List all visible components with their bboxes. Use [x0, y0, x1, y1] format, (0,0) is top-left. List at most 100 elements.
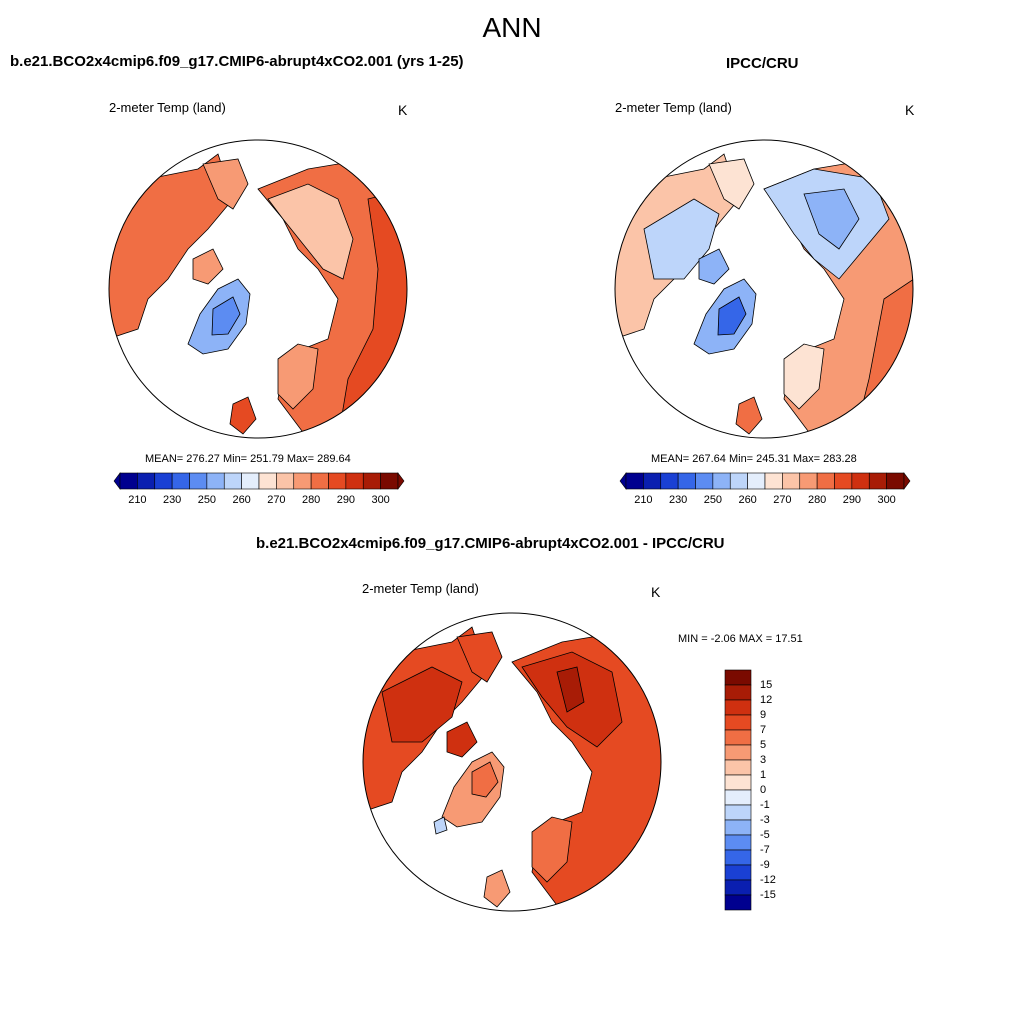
colorbar-swatch: [724, 744, 752, 761]
colorbar-swatch: [380, 472, 399, 490]
colorbar-tick-label: 270: [773, 494, 792, 506]
colorbar-tick-label: 290: [842, 494, 862, 506]
figure-title: ANN: [482, 12, 542, 43]
colorbar-swatch: [724, 864, 752, 881]
colorbar-tick-label: -15: [760, 889, 776, 901]
panel-3-stats: MIN = -2.06 MAX = 17.51: [678, 633, 803, 645]
arctic-islands: [446, 721, 478, 758]
colorbar-swatch: [724, 669, 752, 686]
panel-3-polar-map: [362, 612, 662, 912]
colorbar-tick-label: 250: [703, 494, 723, 506]
greenland-core: [471, 761, 499, 798]
colorbar-swatch: [747, 472, 766, 490]
colorbar-swatch: [328, 472, 347, 490]
colorbar-swatch: [171, 472, 190, 490]
colorbar-swatch: [625, 472, 644, 490]
greenland-cold-spot: [433, 816, 448, 835]
colorbar-tick-label: -5: [760, 829, 770, 841]
colorbar-swatch: [695, 472, 714, 490]
colorbar-swatch: [362, 472, 381, 490]
colorbar-tick-label: 15: [760, 679, 773, 691]
colorbar-swatch: [724, 834, 752, 851]
colorbar-tick-label: -3: [760, 814, 770, 826]
panel-2-title: IPCC/CRU: [726, 55, 799, 72]
panel-1-variable: 2-meter Temp (land): [109, 100, 226, 115]
colorbar-swatch: [724, 774, 752, 791]
colorbar-tick-label: 280: [807, 494, 827, 506]
scandinavia-land: [783, 343, 825, 410]
north-america-deep: [381, 666, 463, 743]
colorbar-tick-label: 1: [760, 769, 767, 781]
colorbar-tick-label: 300: [877, 494, 896, 506]
colorbar-swatch: [868, 472, 887, 490]
panel-3-title: b.e21.BCO2x4cmip6.f09_g17.CMIP6-abrupt4x…: [256, 535, 725, 552]
colorbar-swatch: [834, 472, 853, 490]
panel-1-polar-map: [108, 139, 408, 439]
colorbar-swatch: [886, 472, 905, 490]
greenland-core: [717, 296, 747, 336]
colorbar-swatch: [851, 472, 870, 490]
panel-1-colorbar-labels: 210 230 250 260 270 280 290 300: [114, 494, 404, 508]
colorbar-swatch: [764, 472, 783, 490]
panel-3-variable: 2-meter Temp (land): [362, 581, 479, 596]
panel-3-units: K: [651, 584, 661, 600]
colorbar-tick-label: 260: [232, 494, 251, 506]
colorbar-tick-label: 270: [267, 494, 286, 506]
colorbar-tick-label: -1: [760, 799, 770, 811]
alaska-land: [708, 158, 755, 210]
greenland-core: [211, 296, 241, 336]
panel-2-units: K: [905, 102, 915, 118]
colorbar-arrow-high: [397, 472, 405, 490]
colorbar-arrow-high: [903, 472, 911, 490]
colorbar-swatch: [310, 472, 329, 490]
uk-land: [483, 869, 511, 908]
north-america-land: [109, 153, 234, 340]
colorbar-tick-label: 12: [760, 694, 773, 706]
colorbar-swatch: [724, 684, 752, 701]
colorbar-tick-label: 5: [760, 739, 767, 751]
colorbar-swatch: [724, 849, 752, 866]
panel-2-stats: MEAN= 267.64 Min= 245.31 Max= 283.28: [651, 453, 857, 465]
panel-2-polar-map: [614, 139, 914, 439]
colorbar-tick-label: 9: [760, 709, 767, 721]
scandinavia-land: [277, 343, 319, 410]
colorbar-swatch: [724, 819, 752, 836]
panel-1-title: b.e21.BCO2x4cmip6.f09_g17.CMIP6-abrupt4x…: [10, 53, 464, 70]
scandinavia-land: [531, 816, 573, 883]
colorbar-swatch: [258, 472, 277, 490]
colorbar-swatch: [729, 472, 748, 490]
colorbar-swatch: [724, 714, 752, 731]
arctic-islands: [698, 248, 730, 285]
colorbar-swatch: [724, 729, 752, 746]
colorbar-swatch: [724, 789, 752, 806]
colorbar-swatch: [154, 472, 173, 490]
panel-1-stats: MEAN= 276.27 Min= 251.79 Max= 289.64: [145, 453, 351, 465]
colorbar-tick-label: 300: [371, 494, 390, 506]
colorbar-swatch: [724, 879, 752, 896]
panel-2-colorbar: [619, 472, 911, 490]
panel-2-colorbar-labels: 210 230 250 260 270 280 290 300: [620, 494, 910, 508]
colorbar-tick-label: 210: [634, 494, 653, 506]
colorbar-swatch: [677, 472, 696, 490]
colorbar-swatch: [724, 699, 752, 716]
colorbar-swatch: [724, 804, 752, 821]
colorbar-tick-label: -9: [760, 859, 770, 871]
panel-1-colorbar: [113, 472, 405, 490]
colorbar-tick-label: -12: [760, 874, 776, 886]
colorbar-tick-label: 260: [738, 494, 757, 506]
colorbar-swatch: [782, 472, 801, 490]
colorbar-tick-label: -7: [760, 844, 770, 856]
colorbar-swatch: [799, 472, 818, 490]
colorbar-swatch: [660, 472, 679, 490]
siberia-hot: [556, 666, 585, 713]
colorbar-swatch: [137, 472, 156, 490]
colorbar-swatch: [293, 472, 312, 490]
colorbar-swatch: [724, 894, 752, 911]
colorbar-swatch: [643, 472, 662, 490]
panel-3-colorbar: [724, 669, 752, 911]
colorbar-swatch: [223, 472, 242, 490]
colorbar-swatch: [119, 472, 138, 490]
colorbar-tick-label: 0: [760, 784, 767, 796]
colorbar-swatch: [712, 472, 731, 490]
alaska-land: [456, 631, 503, 683]
